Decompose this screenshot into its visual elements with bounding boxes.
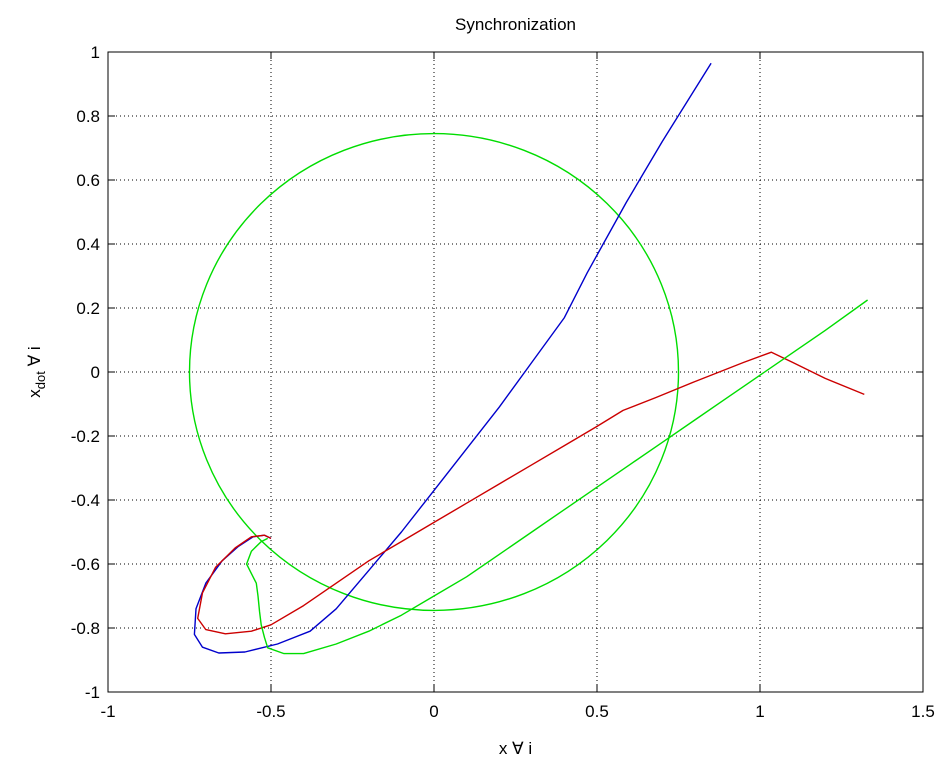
series-line-3: [245, 299, 869, 655]
x-tick-label: 1.5: [911, 702, 935, 721]
x-tick-label: 0.5: [585, 702, 609, 721]
chart-title: Synchronization: [455, 15, 576, 34]
y-tick-label: 0.8: [76, 107, 100, 126]
x-tick-label: 0: [429, 702, 438, 721]
y-tick-label: -0.4: [71, 491, 100, 510]
x-tick-label: -0.5: [256, 702, 285, 721]
y-tick-label: 0.4: [76, 235, 100, 254]
y-tick-label: 1: [91, 43, 100, 62]
y-tick-label: -1: [85, 683, 100, 702]
y-tick-label: 0: [91, 363, 100, 382]
y-axis-label-suffix: ∀ i: [25, 346, 44, 371]
series-layer: [188, 62, 869, 655]
x-tick-label: -1: [100, 702, 115, 721]
x-tick-label: 1: [755, 702, 764, 721]
y-axis-label-subscript: dot: [33, 371, 48, 389]
series-circle-0: [188, 132, 680, 612]
grid: [108, 52, 923, 692]
y-axis-label-main: x: [25, 389, 44, 398]
series-line-2: [196, 351, 865, 635]
y-tick-label: 0.6: [76, 171, 100, 190]
ticks: -1 -0.5 0 0.5 1 1.5 -1 -0.8 -0.6 -0.4 -0.2 0 0.2 0.4 0…: [71, 43, 935, 721]
y-tick-label: -0.6: [71, 555, 100, 574]
y-tick-label: -0.8: [71, 619, 100, 638]
plot-area: [108, 52, 923, 692]
y-axis-label: xdot ∀ i: [25, 346, 48, 397]
y-tick-label: -0.2: [71, 427, 100, 446]
y-tick-label: 0.2: [76, 299, 100, 318]
x-axis-label: x ∀ i: [499, 739, 532, 758]
